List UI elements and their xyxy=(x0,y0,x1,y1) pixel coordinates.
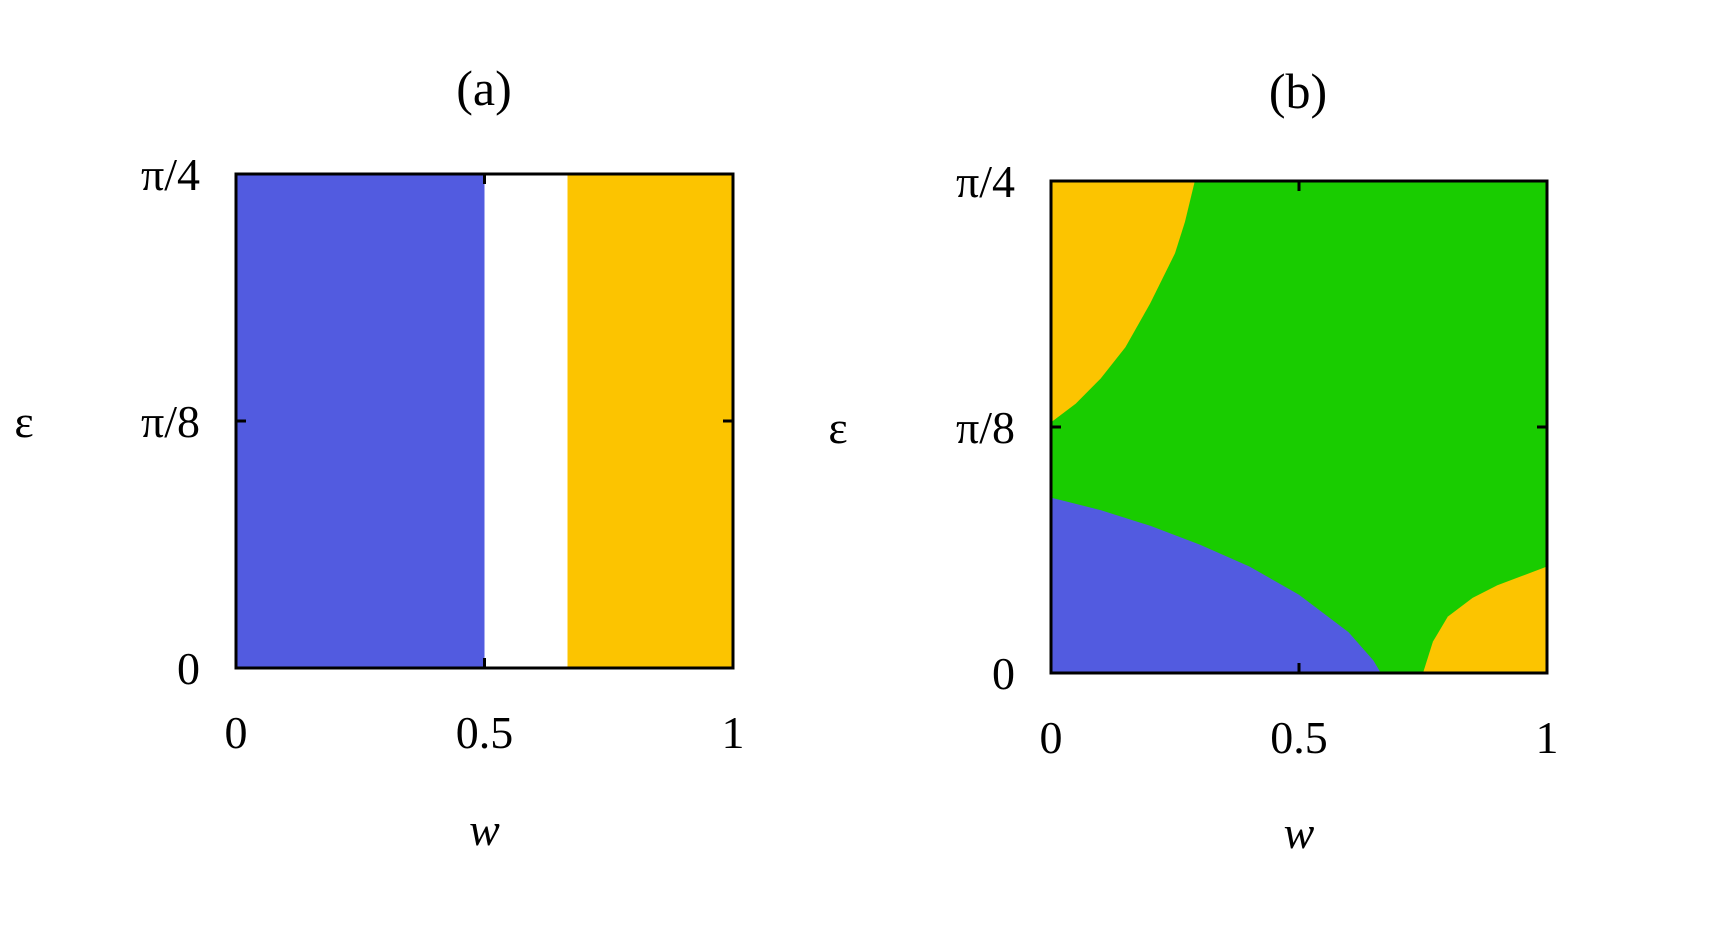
region-1 xyxy=(236,174,485,668)
panel-title: (b) xyxy=(1269,63,1327,119)
x-tick-label: 1 xyxy=(722,707,745,758)
x-tick-label: 0 xyxy=(225,707,248,758)
x-tick-label: 0 xyxy=(1040,712,1063,763)
y-tick-label: 0 xyxy=(992,648,1015,699)
y-tick-label: π/8 xyxy=(141,396,200,447)
x-tick-label: 1 xyxy=(1536,712,1559,763)
y-axis-label: ε xyxy=(14,396,33,447)
y-tick-label: π/4 xyxy=(141,149,200,200)
y-tick-label: π/4 xyxy=(956,156,1015,207)
x-tick-label: 0.5 xyxy=(1270,712,1328,763)
x-axis-label: w xyxy=(469,804,500,855)
x-tick-label: 0.5 xyxy=(456,707,514,758)
region-2 xyxy=(484,174,568,668)
y-tick-label: 0 xyxy=(177,643,200,694)
y-axis-label: ε xyxy=(828,402,847,453)
region-1 xyxy=(1051,181,1195,423)
panel-b: 0 0.5 1 0 π/8 π/4 (b) ε w xyxy=(828,63,1558,858)
region-3 xyxy=(1423,566,1547,673)
y-tick-label: π/8 xyxy=(956,402,1015,453)
region-2 xyxy=(1051,497,1381,673)
panel-a: 0 0.5 1 0 π/8 π/4 (a) ε w xyxy=(14,60,744,855)
panel-title: (a) xyxy=(456,60,512,116)
x-axis-label: w xyxy=(1284,807,1315,858)
region-3 xyxy=(567,174,733,668)
